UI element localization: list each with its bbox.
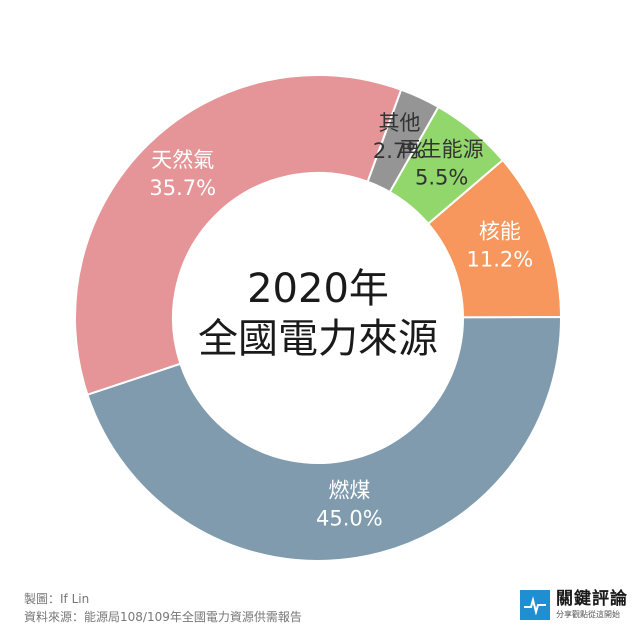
data-source: 資料來源：能源局108/109年全國電力資源供需報告 — [24, 610, 302, 624]
chart-author: 製圖：If Lin — [24, 592, 90, 606]
slice-value: 2.7% — [373, 139, 426, 163]
slice-value: 5.5% — [415, 166, 468, 190]
slice-label: 天然氣 — [151, 148, 214, 172]
brand-slogan: 分享觀點從這開始 — [556, 610, 620, 619]
brand-logo[interactable]: 關鍵評論 分享觀點從這開始 — [520, 588, 628, 622]
slice-label: 再生能源 — [400, 138, 484, 162]
slice-value: 35.7% — [149, 176, 216, 200]
slice-label: 其他 — [379, 111, 421, 135]
credits: 製圖：If Lin 資料來源：能源局108/109年全國電力資源供需報告 — [24, 590, 302, 626]
pie-slice — [74, 74, 403, 396]
slice-label: 核能 — [479, 219, 521, 243]
slice-label: 燃煤 — [328, 478, 370, 502]
brand-name: 關鍵評論 — [556, 589, 628, 609]
pulse-icon — [520, 590, 550, 620]
chart-subtitle: 全國電力來源 — [198, 316, 438, 362]
slice-value: 45.0% — [316, 506, 383, 530]
pie-slice — [86, 316, 562, 562]
chart-title: 2020年 — [247, 266, 389, 312]
slice-value: 11.2% — [467, 247, 534, 271]
